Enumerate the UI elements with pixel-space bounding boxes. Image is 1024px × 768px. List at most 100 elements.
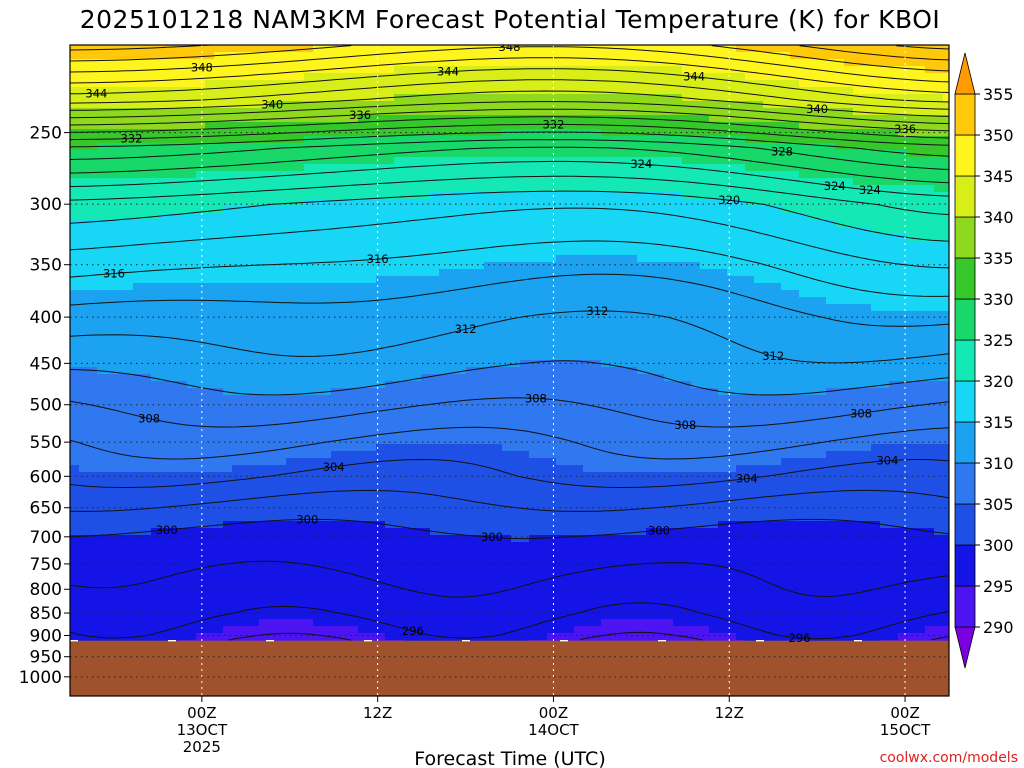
theta-fill-cell [196, 493, 206, 501]
theta-fill-cell [493, 325, 503, 333]
theta-fill-cell [250, 164, 260, 172]
theta-fill-cell [331, 507, 341, 515]
theta-fill-cell [574, 486, 584, 494]
theta-fill-cell [565, 388, 575, 396]
theta-fill-cell [268, 52, 278, 60]
theta-fill-cell [214, 549, 224, 557]
theta-fill-cell [106, 619, 116, 627]
theta-fill-cell [196, 486, 206, 494]
theta-fill-cell [556, 612, 566, 620]
theta-fill-cell [106, 353, 116, 361]
theta-fill-cell [322, 451, 332, 459]
theta-fill-cell [169, 423, 179, 431]
theta-fill-cell [151, 94, 161, 102]
theta-fill-cell [241, 451, 251, 459]
theta-fill-cell [367, 486, 377, 494]
theta-fill-cell [457, 619, 467, 627]
theta-fill-cell [340, 248, 350, 256]
theta-fill-cell [367, 227, 377, 235]
theta-fill-cell [133, 598, 143, 606]
theta-fill-cell [538, 213, 548, 221]
theta-fill-cell [412, 514, 422, 522]
theta-fill-cell [286, 206, 296, 214]
theta-fill-cell [88, 269, 98, 277]
theta-fill-cell [97, 311, 107, 319]
theta-fill-cell [538, 45, 548, 53]
theta-fill-cell [583, 570, 593, 578]
theta-fill-cell [529, 66, 539, 74]
theta-fill-cell [511, 570, 521, 578]
theta-fill-cell [484, 507, 494, 515]
theta-fill-cell [529, 73, 539, 81]
theta-fill-cell [160, 556, 170, 564]
theta-fill-cell [160, 346, 170, 354]
theta-fill-cell [223, 374, 233, 382]
theta-fill-cell [214, 402, 224, 410]
theta-fill-cell [133, 500, 143, 508]
theta-fill-cell [547, 325, 557, 333]
theta-fill-cell [448, 136, 458, 144]
theta-fill-cell [151, 619, 161, 627]
theta-fill-cell [277, 535, 287, 543]
theta-fill-cell [439, 584, 449, 592]
theta-fill-cell [475, 213, 485, 221]
theta-fill-cell [520, 290, 530, 298]
theta-fill-cell [484, 290, 494, 298]
theta-fill-cell [322, 395, 332, 403]
theta-fill-cell [538, 59, 548, 67]
theta-fill-cell [475, 360, 485, 368]
theta-fill-cell [340, 430, 350, 438]
theta-fill-cell [376, 234, 386, 242]
theta-fill-cell [565, 185, 575, 193]
theta-fill-cell [385, 185, 395, 193]
theta-fill-cell [250, 626, 260, 634]
theta-fill-cell [367, 143, 377, 151]
theta-fill-cell [160, 598, 170, 606]
theta-fill-cell [241, 409, 251, 417]
theta-fill-cell [520, 325, 530, 333]
theta-fill-cell [439, 150, 449, 158]
theta-fill-cell [187, 472, 197, 480]
theta-fill-cell [493, 220, 503, 228]
theta-fill-cell [367, 577, 377, 585]
theta-fill-cell [277, 304, 287, 312]
theta-fill-cell [430, 164, 440, 172]
theta-fill-cell [214, 493, 224, 501]
theta-fill-cell [457, 395, 467, 403]
theta-fill-cell [484, 388, 494, 396]
theta-fill-cell [178, 619, 188, 627]
theta-fill-cell [286, 458, 296, 466]
theta-fill-cell [187, 395, 197, 403]
theta-fill-cell [385, 493, 395, 501]
theta-fill-cell [259, 626, 269, 634]
theta-fill-cell [421, 122, 431, 130]
theta-fill-cell [313, 52, 323, 60]
theta-fill-cell [70, 108, 80, 116]
theta-fill-cell [574, 325, 584, 333]
theta-fill-cell [115, 164, 125, 172]
theta-fill-cell [205, 395, 215, 403]
theta-fill-cell [223, 395, 233, 403]
theta-fill-cell [385, 290, 395, 298]
theta-fill-cell [223, 325, 233, 333]
theta-fill-cell [511, 549, 521, 557]
theta-fill-cell [502, 521, 512, 529]
theta-fill-cell [439, 157, 449, 165]
theta-fill-cell [349, 318, 359, 326]
theta-fill-cell [466, 367, 476, 375]
theta-fill-cell [484, 220, 494, 228]
theta-fill-cell [529, 381, 539, 389]
theta-fill-cell [178, 402, 188, 410]
theta-fill-cell [529, 514, 539, 522]
theta-fill-cell [349, 507, 359, 515]
theta-fill-cell [439, 626, 449, 634]
theta-fill-cell [484, 402, 494, 410]
theta-fill-cell [178, 227, 188, 235]
theta-fill-cell [358, 542, 368, 550]
theta-fill-cell [376, 115, 386, 123]
theta-fill-cell [565, 416, 575, 424]
theta-fill-cell [565, 486, 575, 494]
theta-fill-cell [232, 605, 242, 613]
theta-fill-cell [547, 171, 557, 179]
theta-fill-cell [376, 297, 386, 305]
